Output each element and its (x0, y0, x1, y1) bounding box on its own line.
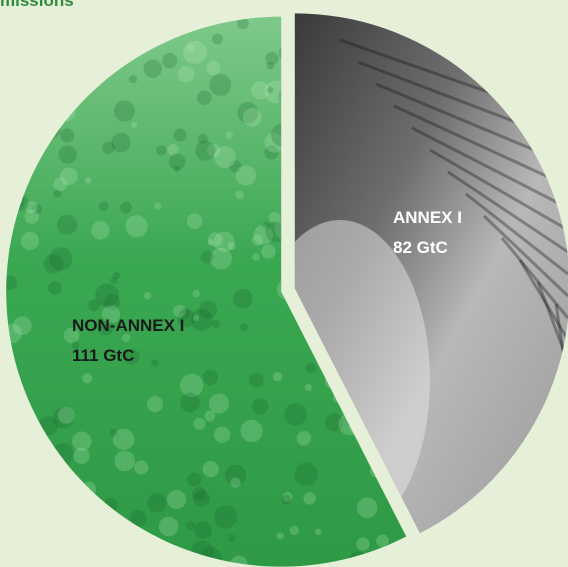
slice-label-annex-i-value: 82 GtC (393, 238, 448, 257)
slice-label-non-annex-i-value: 111 GtC (72, 346, 135, 365)
slice-label-non-annex-i-name: NON-ANNEX I (72, 316, 185, 335)
chart-title: missions (0, 0, 74, 10)
slice-label-annex-i-name: ANNEX I (393, 208, 462, 227)
slice-label-non-annex-i: NON-ANNEX I 111 GtC (72, 311, 184, 371)
pie-slice-non-annex-i-fill (6, 16, 407, 567)
slice-label-annex-i: ANNEX I 82 GtC (393, 203, 462, 263)
